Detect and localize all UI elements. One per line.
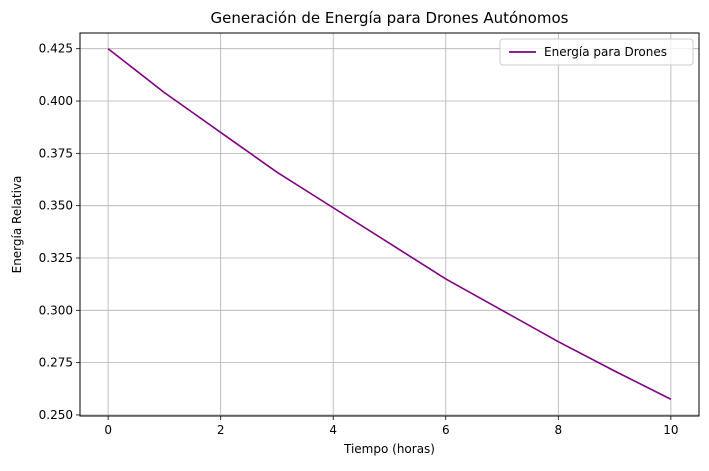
y-tick-label: 0.400 — [39, 94, 73, 108]
y-tick-label: 0.325 — [39, 251, 73, 265]
legend: Energía para Drones — [499, 38, 694, 66]
y-tick-label: 0.250 — [39, 408, 73, 422]
y-axis-label: Energía Relativa — [10, 176, 24, 274]
x-tick-label: 8 — [554, 423, 562, 437]
legend-box — [499, 38, 694, 66]
x-tick-label: 4 — [329, 423, 337, 437]
x-axis-label: Tiempo (horas) — [343, 442, 435, 456]
y-axis-ticks: 0.250 0.275 0.300 0.325 0.350 0.375 0.400 0.425 — [39, 42, 80, 422]
plot-frame — [79, 32, 700, 417]
legend-label: Energía para Drones — [544, 45, 667, 59]
x-tick-label: 2 — [217, 423, 225, 437]
y-tick-label: 0.275 — [39, 356, 73, 370]
series-line — [107, 48, 672, 400]
grid-layer — [80, 33, 699, 416]
chart-title: Generación de Energía para Drones Autóno… — [211, 9, 569, 27]
y-tick-label: 0.300 — [39, 303, 73, 317]
x-tick-label: 10 — [663, 423, 678, 437]
x-tick-label: 6 — [442, 423, 450, 437]
x-tick-label: 0 — [104, 423, 112, 437]
series-layer — [107, 48, 672, 400]
y-tick-label: 0.350 — [39, 199, 73, 213]
x-axis-ticks: 0 2 4 6 8 10 — [104, 416, 679, 437]
y-tick-label: 0.375 — [39, 146, 73, 160]
y-tick-label: 0.425 — [39, 42, 73, 56]
